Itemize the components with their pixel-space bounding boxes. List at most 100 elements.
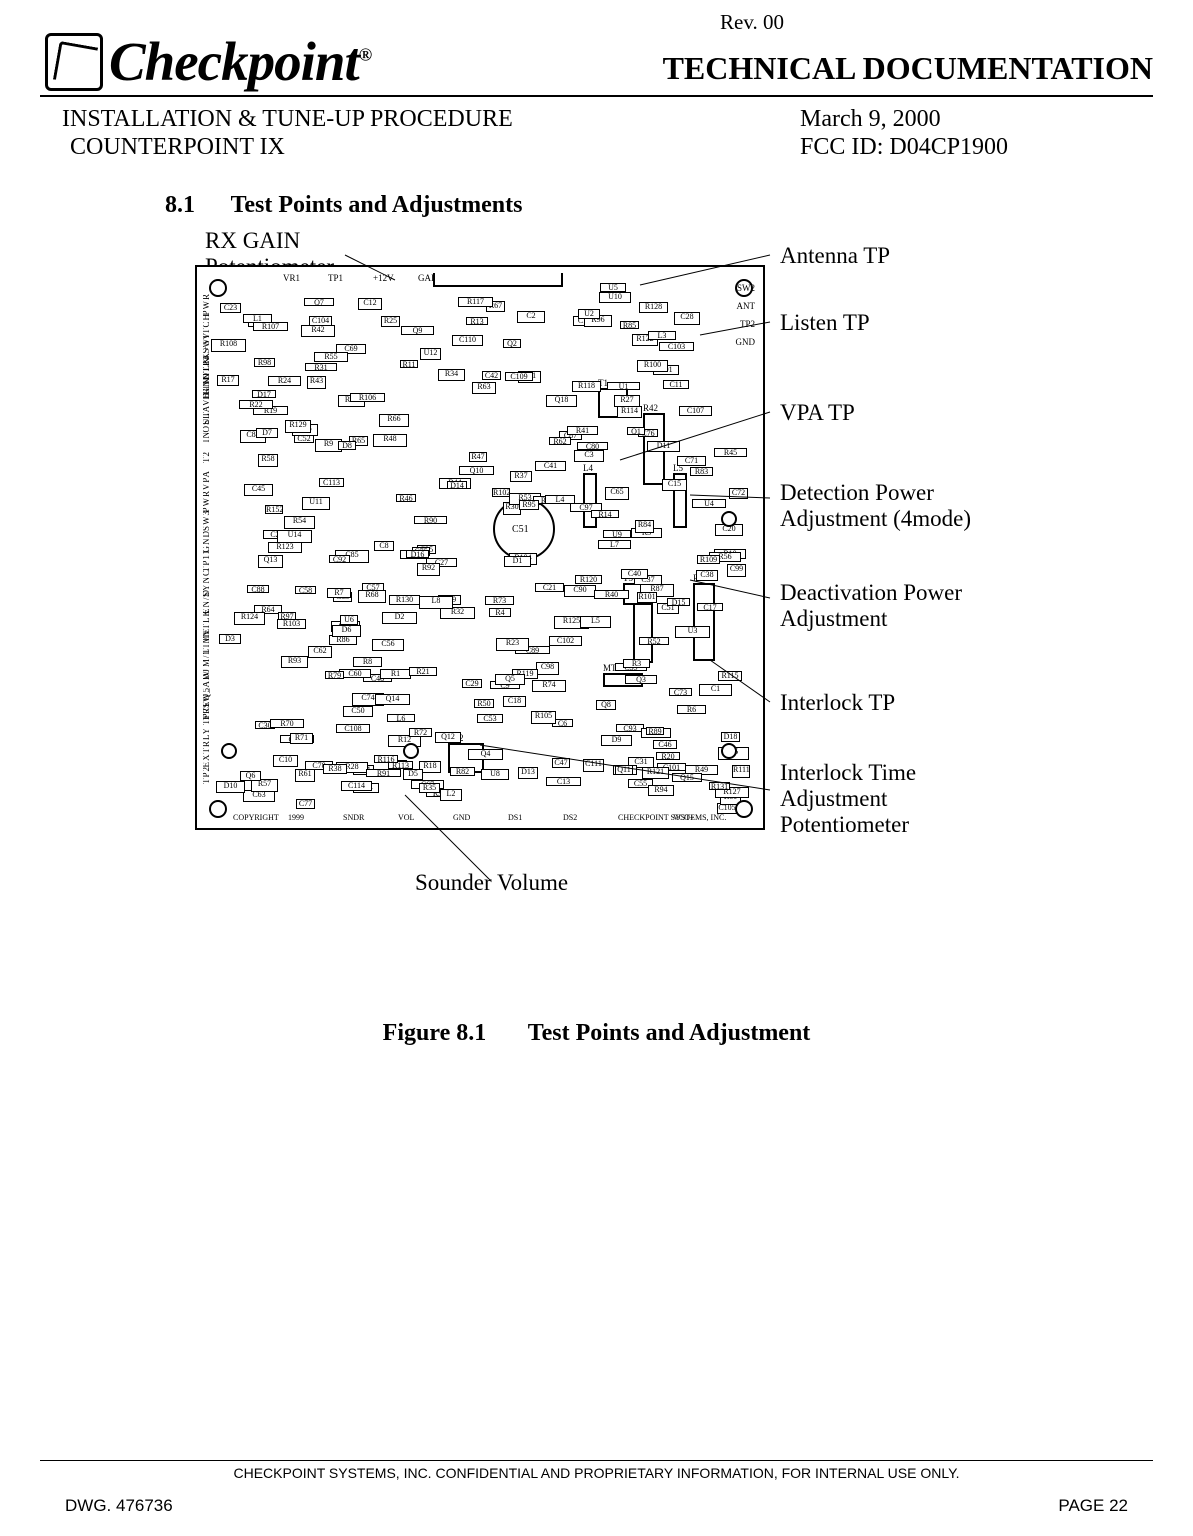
page-number: PAGE 22 [1058,1496,1128,1516]
pcb-refdes: Q14 [375,694,410,705]
pcb-refdes: C62 [308,646,332,658]
pcb-refdes: D15 [667,598,690,606]
doc-title-line1: INSTALLATION & TUNE-UP PROCEDURE [62,106,513,133]
tech-doc-heading: TECHNICAL DOCUMENTATION [663,50,1153,87]
pcb-refdes: R73 [485,596,514,605]
pcb-refdes: Q15 [672,773,702,782]
pcb-refdes: C92 [329,555,350,563]
pcb-refdes: C80 [577,442,608,450]
pcb-refdes: U11 [302,497,330,510]
pcb-refdes: R111 [732,765,750,778]
pcb-refdes: R105 [531,711,556,724]
pcb-refdes: R108 [211,339,246,352]
pcb-refdes: R103 [277,619,306,629]
pcb-refdes: R43 [307,376,326,389]
pcb-refdes: R115 [718,671,742,681]
pcb-refdes: Q12 [435,732,461,743]
pcb-refdes: Q1 [627,427,645,435]
pcb-refdes: R124 [234,612,265,625]
pcb-refdes: R91 [366,769,401,777]
pcb-refdes: D9 [601,735,632,746]
pcb-refdes: U1 [607,382,640,390]
pcb-refdes: D11 [647,441,680,452]
footer-rule [40,1460,1153,1461]
pcb-refdes: C107 [679,406,712,416]
pcb-refdes: L3 [648,331,676,340]
pcb-refdes: C93 [616,724,644,732]
callout-sounder-volume: Sounder Volume [415,870,568,896]
pcb-refdes: R131 [709,782,730,790]
pcb-refdes: Q6 [240,771,261,781]
pcb-refdes: R54 [284,516,315,529]
pcb-refdes: R107 [253,322,288,331]
pcb-refdes: R7 [327,588,351,598]
pcb-refdes: Q11 [615,765,633,775]
pcb-refdes: R114 [617,406,642,418]
pcb-refdes: Q8 [596,700,616,710]
pcb-refdes: U3 [675,626,710,638]
pcb-refdes: C2 [517,311,545,323]
registered-mark: ® [359,45,371,65]
pcb-refdes: C17 [697,603,723,611]
pcb-refdes: R109 [697,555,720,564]
pcb-refdes: L2 [440,789,462,801]
pcb-refdes: R38 [323,764,347,774]
figure-caption: Figure 8.1 Test Points and Adjustment [0,1020,1193,1047]
pcb-refdes: C12 [358,298,382,310]
callout-antenna: Antenna TP [780,243,890,269]
pcb-refdes: R117 [458,297,493,307]
pcb-refdes: U6 [340,615,358,625]
revision-text: Rev. 00 [720,10,784,35]
pcb-refdes: R118 [572,381,601,392]
pcb-refdes: R35 [419,783,440,793]
pcb-refdes: C109 [505,372,533,381]
pcb-refdes: C103 [659,342,694,351]
pcb-refdes: C88 [247,585,269,593]
pcb-refdes: R11 [400,360,418,368]
pcb-refdes: C28 [674,312,700,325]
pcb-refdes: R71 [290,733,313,744]
pcb-refdes: Q9 [401,326,434,335]
pcb-refdes: R61 [295,769,315,782]
pcb-refdes: R58 [258,454,278,467]
pcb-refdes: R13 [466,317,488,325]
pcb-refdes: C8 [374,541,394,551]
pcb-refdes: R130 [389,595,420,605]
pcb-refdes: U5 [600,283,626,292]
pcb-refdes: Q10 [459,466,494,475]
pcb-refdes: R100 [637,360,668,372]
pcb-refdes: R1 [380,669,411,679]
pcb-refdes: D14 [447,481,467,489]
pcb-diagram: C51R42R101R102L4L5T1T3U12MT13C1C2C3C5C6C… [195,265,765,830]
pcb-refdes: R34 [438,369,465,381]
figure-title: Test Points and Adjustment [528,1020,811,1046]
pcb-refdes: C23 [220,303,241,313]
pcb-refdes: C42 [482,371,501,380]
pcb-refdes: R3 [623,659,650,668]
brand-logo-text: Checkpoint® [109,30,371,93]
pcb-refdes: R121 [642,767,669,779]
pcb-refdes: C65 [605,487,629,500]
pcb-refdes: R31 [305,363,337,371]
pcb-refdes: D13 [518,767,538,779]
pcb-refdes: C108 [336,724,370,733]
pcb-refdes: R101 [637,592,657,603]
pcb-refdes: R102 [492,488,510,497]
callout-vpa: VPA TP [780,400,855,426]
pcb-refdes: U4 [692,499,726,508]
pcb-refdes: R70 [270,719,304,728]
pcb-refdes: R47 [469,452,487,462]
pcb-refdes: C47 [552,758,570,768]
pcb-refdes: R93 [281,656,308,668]
doc-fcc-id: FCC ID: D04CP1900 [800,134,1008,161]
pcb-refdes: R92 [417,563,440,576]
pcb-refdes: L6 [387,714,415,722]
pcb-refdes: Q2 [503,339,521,348]
pcb-refdes: Q7 [304,298,334,306]
pcb-refdes: C56 [372,639,404,651]
pcb-refdes: Q13 [258,555,283,568]
pcb-refdes: C41 [535,461,566,471]
pcb-refdes: R21 [409,667,437,676]
pcb-refdes: C53 [477,714,503,723]
pcb-refdes: R68 [358,590,386,603]
